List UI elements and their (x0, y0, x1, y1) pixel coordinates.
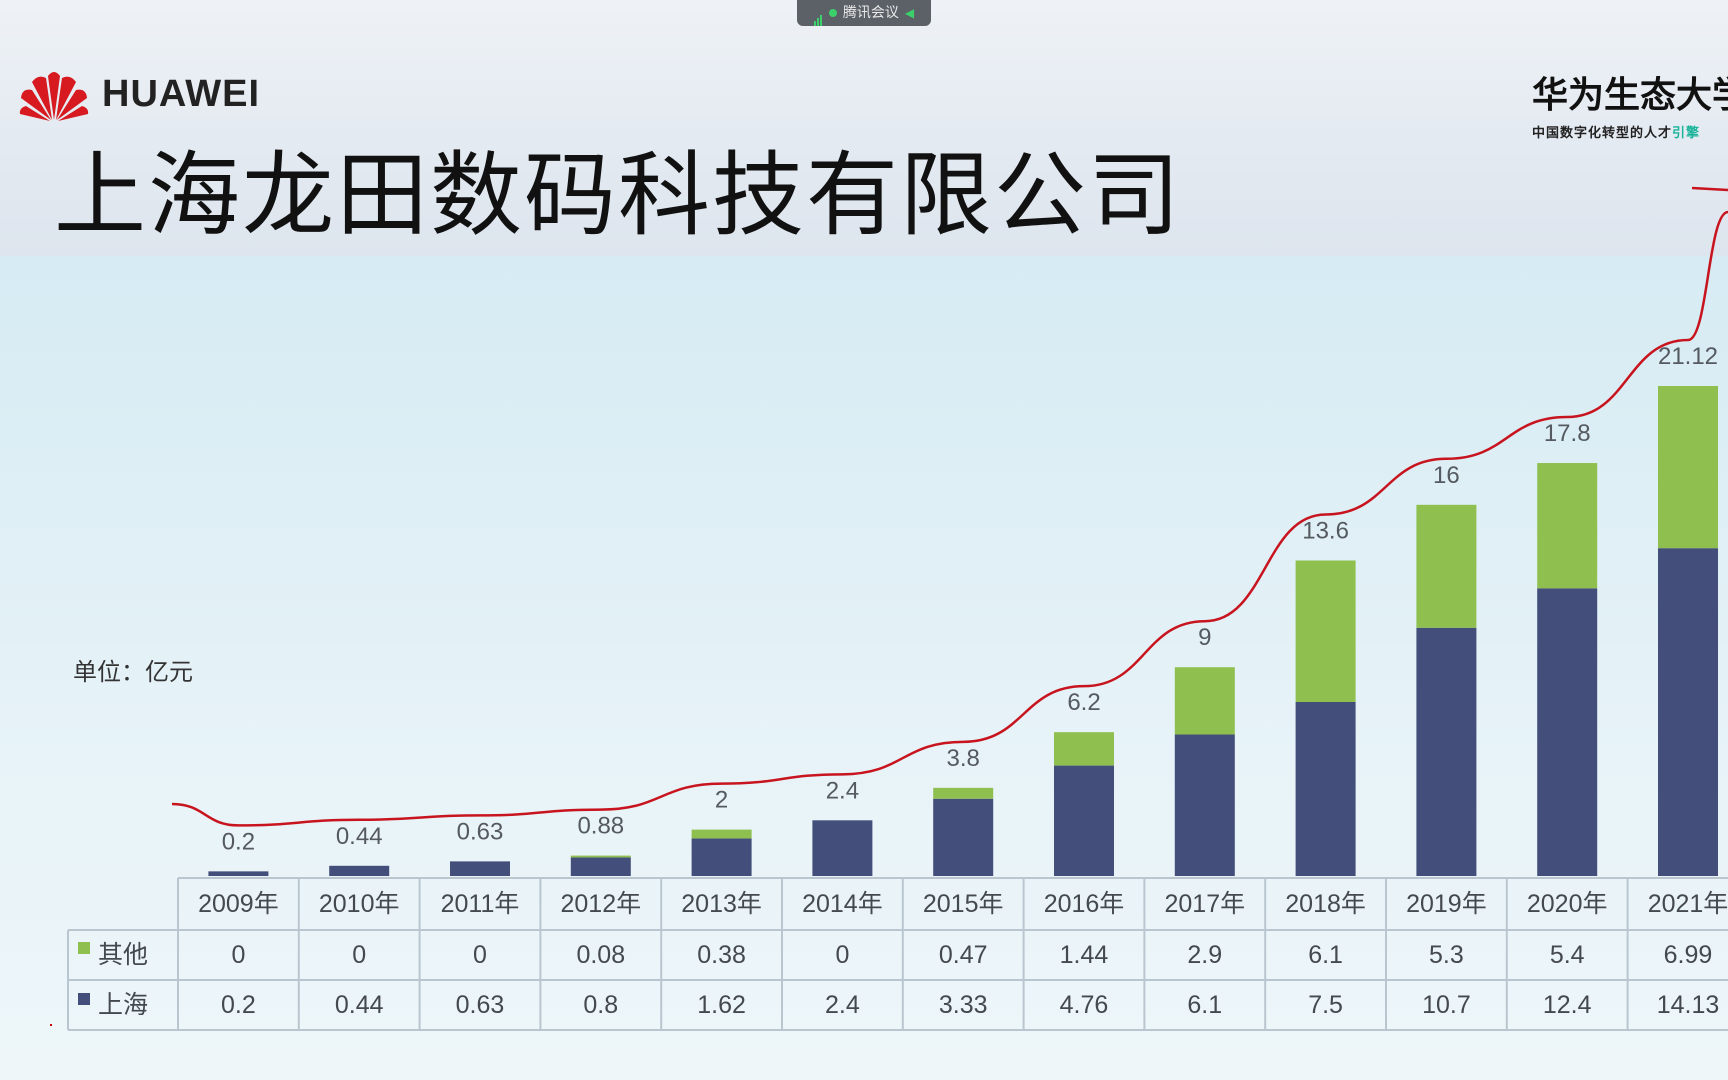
bar-other (1174, 667, 1235, 735)
university-subtitle: 中国数字化转型的人才引擎 (1532, 122, 1728, 141)
page-title: 上海龙田数码科技有限公司 (54, 142, 1183, 249)
total-label: 17.8 (1544, 420, 1591, 447)
signal-icon (813, 0, 823, 26)
bar-shanghai (1174, 734, 1235, 876)
total-label: 9 (1198, 624, 1211, 651)
university-logo: 华为生态大学 中国数字化转型的人才引擎 (1532, 66, 1728, 141)
table-cell-shanghai: 3.33 (939, 991, 988, 1019)
table-cell-other: 1.44 (1060, 941, 1109, 969)
table-cell-other: 5.4 (1550, 941, 1585, 969)
meeting-label: 腾讯会议 (842, 5, 899, 21)
bar-other (691, 829, 752, 839)
category-label: 2017年 (1164, 890, 1245, 918)
total-label: 21.12 (1658, 343, 1718, 370)
unit-label: 单位：亿元 (73, 658, 193, 686)
speaker-icon: ◀ (904, 6, 915, 20)
bar-shanghai (329, 865, 390, 876)
legend-swatch-shanghai (78, 993, 90, 1005)
total-label: 3.8 (947, 745, 980, 772)
bar-shanghai (570, 857, 631, 876)
meeting-status-bar[interactable]: 腾讯会议 ◀ (797, 0, 931, 26)
table-cell-other: 0 (352, 941, 366, 969)
bar-shanghai (1537, 588, 1598, 876)
header-band (0, 0, 1728, 256)
total-label: 0.2 (222, 828, 255, 855)
data-table (67, 877, 1728, 1031)
table-cell-other: 6.99 (1664, 941, 1713, 969)
table-cell-other: 5.3 (1429, 941, 1464, 969)
category-label: 2013年 (681, 890, 762, 918)
university-subtitle-text: 中国数字化转型的人才 (1532, 126, 1673, 141)
table-cell-other: 0 (473, 941, 487, 969)
total-label: 2 (715, 787, 728, 814)
table-cell-shanghai: 12.4 (1543, 991, 1592, 1019)
table-cell-other: 6.1 (1308, 941, 1343, 969)
bar-shanghai (1054, 765, 1114, 876)
category-label: 2011年 (441, 890, 520, 918)
table-cell-shanghai: 7.5 (1308, 991, 1343, 1019)
recording-dot-icon (828, 9, 837, 17)
huawei-logo: HUAWEI (18, 66, 260, 122)
legend-swatch-other (78, 942, 90, 954)
table-cell-other: 0.08 (576, 941, 625, 969)
total-label: 0.44 (336, 823, 383, 850)
table-cell-other: 0.47 (939, 941, 988, 969)
university-subtitle-highlight: 引擎 (1672, 126, 1701, 141)
bar-other (1416, 504, 1477, 628)
table-cell-shanghai: 1.62 (697, 991, 746, 1019)
table-cell-shanghai: 2.4 (825, 991, 860, 1019)
table-cell-shanghai: 10.7 (1422, 991, 1471, 1019)
total-label: 0.88 (577, 813, 624, 840)
bar-shanghai (1658, 548, 1718, 876)
bar-shanghai (691, 838, 752, 876)
table-cell-shanghai: 0.2 (221, 991, 256, 1019)
category-label: 2021年 (1648, 890, 1728, 918)
total-label: 0.63 (457, 818, 504, 845)
bar-other (1537, 463, 1598, 589)
category-label: 2020年 (1527, 890, 1608, 918)
table-cell-shanghai: 0.44 (335, 991, 384, 1019)
bar-shanghai (450, 861, 510, 876)
category-label: 2015年 (923, 890, 1004, 918)
table-cell-shanghai: 0.8 (583, 991, 618, 1019)
trend-line-tail (1691, 186, 1728, 192)
total-label: 6.2 (1067, 689, 1100, 716)
bar-other (1295, 560, 1356, 702)
category-label: 2012年 (560, 890, 641, 918)
legend-label-shanghai: 上海 (98, 990, 148, 1019)
table-cell-shanghai: 14.13 (1657, 991, 1720, 1019)
table-cell-other: 0 (835, 941, 849, 969)
table-cell-other: 2.9 (1187, 941, 1222, 969)
bar-shanghai (1416, 627, 1477, 876)
bar-shanghai (1295, 702, 1356, 876)
bar-other (570, 855, 631, 858)
university-title: 华为生态大学 (1532, 75, 1728, 116)
bar-shanghai (208, 871, 269, 876)
table-cell-shanghai: 4.76 (1060, 991, 1109, 1019)
bar-shanghai (812, 820, 873, 876)
category-label: 2019年 (1406, 890, 1487, 918)
category-label: 2016年 (1044, 890, 1125, 918)
total-label: 2.4 (826, 777, 859, 804)
category-label: 2014年 (802, 890, 883, 918)
bar-other (1658, 386, 1718, 549)
category-label: 2018年 (1285, 890, 1366, 918)
huawei-flower-icon (19, 72, 89, 121)
table-cell-shanghai: 6.1 (1187, 991, 1222, 1019)
total-label: 16 (1433, 462, 1460, 489)
bar-other (1054, 732, 1114, 766)
table-cell-other: 0 (231, 941, 245, 969)
legend-label-other: 其他 (98, 940, 148, 969)
category-label: 2010年 (319, 890, 400, 918)
total-label: 13.6 (1302, 517, 1349, 544)
bar-other (933, 787, 994, 799)
logo-text: HUAWEI (102, 72, 260, 115)
category-label: 2009年 (198, 890, 279, 918)
stray-dot (50, 1024, 52, 1026)
bar-shanghai (933, 798, 994, 876)
table-cell-shanghai: 0.63 (456, 991, 505, 1019)
table-cell-other: 0.38 (697, 941, 746, 969)
trend-line (171, 210, 1728, 827)
